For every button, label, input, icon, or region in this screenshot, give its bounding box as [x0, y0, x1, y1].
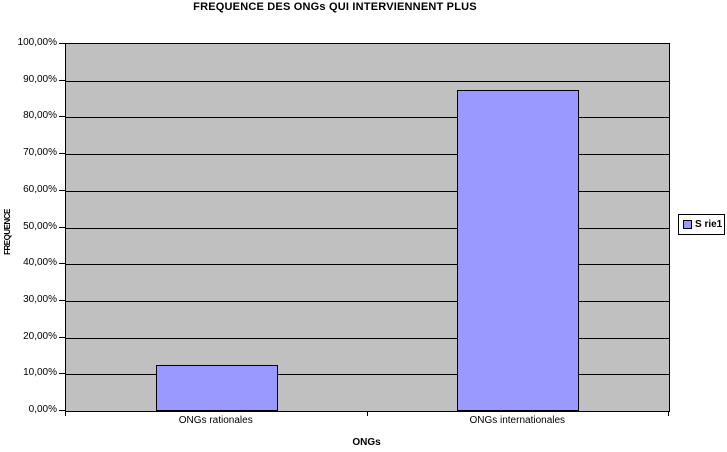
- xcat-label: ONGs rationales: [178, 415, 253, 426]
- ytick-label: 0,00%: [28, 404, 57, 415]
- legend-swatch: [683, 220, 692, 229]
- gridline: [66, 117, 669, 119]
- gridline: [66, 374, 669, 376]
- ytick-mark: [59, 373, 65, 375]
- ytick-label: 50,00%: [23, 220, 57, 232]
- plot-area: [65, 43, 670, 412]
- ytick-label: 100,00%: [17, 37, 57, 48]
- xtick-mark: [65, 411, 66, 416]
- gridline: [66, 154, 669, 156]
- x-axis-title: ONGs: [352, 437, 381, 448]
- ytick-label: 30,00%: [23, 293, 57, 305]
- ytick-label: 60,00%: [23, 183, 57, 195]
- gridline: [66, 264, 669, 266]
- ytick-mark: [59, 43, 65, 44]
- ytick-mark: [59, 299, 65, 301]
- ytick-mark: [59, 410, 65, 411]
- ytick-label: 80,00%: [23, 110, 57, 122]
- ytick-label: 90,00%: [23, 73, 57, 85]
- ytick-mark: [59, 153, 65, 155]
- legend-label: S rie1: [695, 219, 723, 230]
- ytick-label: 40,00%: [23, 257, 57, 269]
- ytick-label: 20,00%: [23, 330, 57, 342]
- bar-ongs-internationales: [457, 89, 580, 411]
- xtick-mark: [366, 411, 368, 416]
- ytick-mark: [59, 263, 65, 265]
- chart-title: FREQUENCE DES ONGs QUI INTERVIENNENT PLU…: [193, 1, 477, 13]
- ytick-mark: [59, 79, 65, 81]
- gridline: [66, 227, 669, 229]
- xcat-label: ONGs internationales: [469, 415, 566, 426]
- gridline: [66, 337, 669, 339]
- ytick-mark: [59, 189, 65, 191]
- legend: S rie1: [678, 214, 725, 235]
- gridline: [66, 300, 669, 302]
- ytick-mark: [59, 226, 65, 228]
- ytick-mark: [59, 116, 65, 118]
- ytick-label: 70,00%: [23, 147, 57, 159]
- ytick-label: 10,00%: [23, 367, 57, 379]
- bar-ongs-rationales: [155, 365, 278, 411]
- xtick-mark: [668, 411, 669, 416]
- gridline: [66, 190, 669, 192]
- ytick-mark: [59, 336, 65, 338]
- gridline: [66, 80, 669, 82]
